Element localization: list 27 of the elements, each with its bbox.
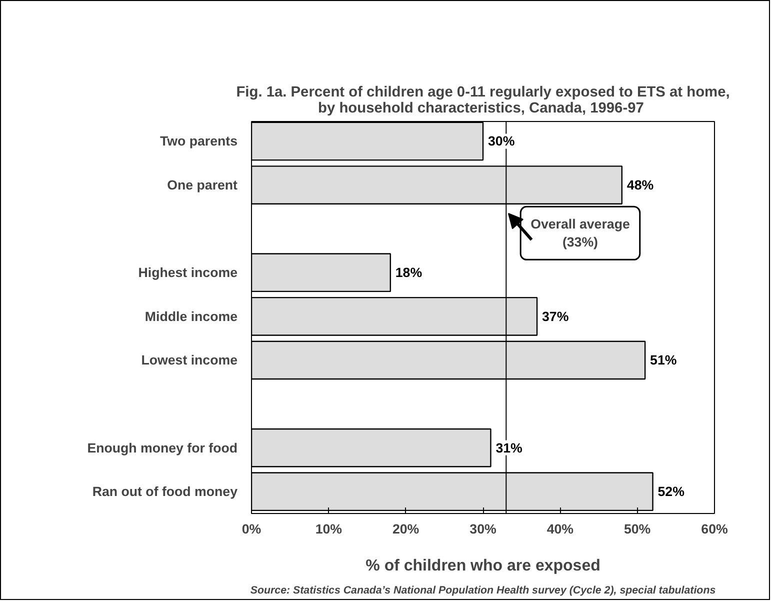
ref-line-label: Overall average (33%) — [530, 216, 630, 250]
data-label: 18% — [395, 265, 422, 280]
data-label: 37% — [542, 308, 569, 324]
x-tick-label: 20% — [392, 522, 420, 536]
chart-title: Fig. 1a. Percent of children age 0-11 regularly exposed to ETS at home, by household characteristics, Canada, 1996-97 — [236, 84, 730, 116]
x-tick-label: 0% — [242, 522, 262, 536]
x-tick-label: 40% — [546, 522, 574, 536]
x-tick-label: 30% — [470, 522, 496, 536]
data-label: 51% — [650, 352, 677, 368]
bar — [252, 253, 391, 292]
source-note: Source: Statistics Canada’s National Population Health survey (Cycle 2), special tabulations — [250, 584, 716, 596]
x-tick-label: 50% — [624, 522, 651, 536]
bar — [252, 428, 492, 468]
data-label: 30% — [488, 134, 515, 149]
y-tick-label: Highest income — [138, 265, 238, 280]
y-tick-label: Lowest income — [141, 352, 238, 368]
x-tick-label: 60% — [701, 522, 728, 536]
data-label: 52% — [658, 484, 685, 500]
data-label: 48% — [626, 178, 654, 193]
y-tick-label: Middle income — [144, 308, 238, 324]
y-tick-label: Ran out of food money — [92, 484, 238, 500]
data-label: 31% — [496, 440, 523, 456]
y-tick-label: One parent — [167, 178, 238, 193]
y-tick-label: Enough money for food — [87, 440, 238, 456]
x-tick-label: 10% — [315, 522, 342, 536]
x-axis-title: % of children who are exposed — [366, 558, 600, 574]
y-tick-label: Two parents — [160, 134, 238, 149]
